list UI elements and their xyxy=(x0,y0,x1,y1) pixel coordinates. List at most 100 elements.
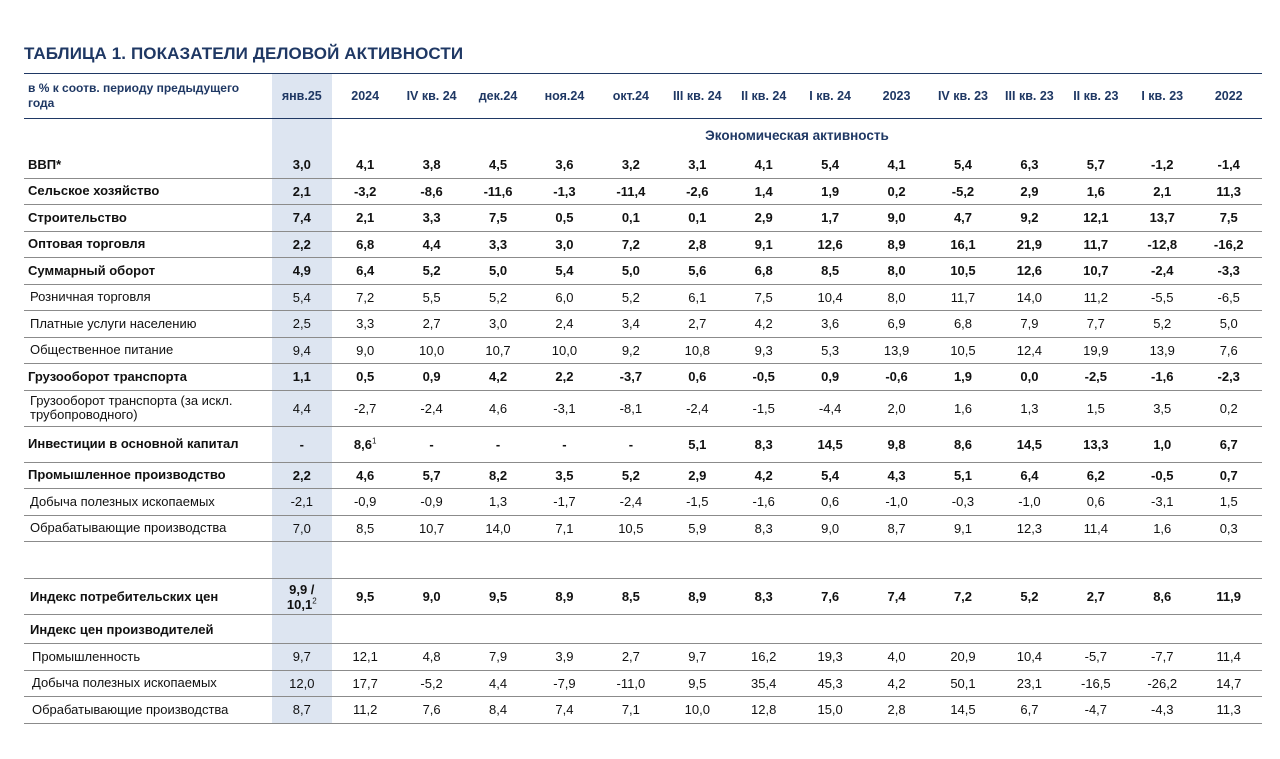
table-cell: 9,1 xyxy=(929,515,997,542)
table-cell: 10,8 xyxy=(664,337,731,364)
table-cell: 4,5 xyxy=(464,152,532,179)
table-cell: 12,6 xyxy=(996,257,1063,285)
row-label: Индекс потребительских цен xyxy=(24,578,272,615)
table-cell: 11,2 xyxy=(1062,284,1130,311)
table-cell: 50,1 xyxy=(929,670,997,697)
table-cell: -16,5 xyxy=(1062,670,1130,697)
table-cell: 14,0 xyxy=(996,284,1063,311)
table-cell: 17,7 xyxy=(331,670,399,697)
table-cell: -8,6 xyxy=(398,178,465,205)
table-row: Промышленное производство 2,2 4,6 5,7 8,2 3,5… xyxy=(24,462,1262,489)
table-cell: 14,5 xyxy=(796,426,864,463)
table-row: Добыча полезных ископаемых -2,1 -0,9 -0,9 1,… xyxy=(24,488,1262,516)
table-cell: -4,7 xyxy=(1062,696,1130,724)
table-cell: - xyxy=(271,426,332,463)
table-cell: 35,4 xyxy=(730,670,797,697)
table-cell: 9,3 xyxy=(730,337,797,364)
table-cell: 2,7 xyxy=(1062,578,1130,615)
table-cell: 7,6 xyxy=(1195,337,1262,364)
table-cell: -2,5 xyxy=(1062,363,1130,391)
spacer-cell xyxy=(597,541,665,579)
table-cell: 1,6 xyxy=(1129,515,1196,542)
table-cell: 9,5 xyxy=(664,670,731,697)
table-cell: 1,9 xyxy=(796,178,864,205)
header-units-label: в % к соотв. периоду предыдущего года xyxy=(24,73,272,119)
table-cell: 7,1 xyxy=(597,696,665,724)
table-cell: -5,5 xyxy=(1129,284,1196,311)
table-cell: -1,6 xyxy=(730,488,797,516)
column-header: дек.24 xyxy=(464,73,532,119)
table-cell: 9,5 xyxy=(464,578,532,615)
spacer-cell xyxy=(271,541,332,579)
table-cell: -1,7 xyxy=(531,488,598,516)
table-cell: 13,3 xyxy=(1062,426,1130,463)
row-label: Добыча полезных ископаемых xyxy=(24,488,272,516)
table-cell: 5,4 xyxy=(796,462,864,489)
table-row: Розничная торговля 5,4 7,2 5,5 5,2 6,0 5,2 6,1 7… xyxy=(24,284,1262,311)
table-cell: 14,5 xyxy=(929,696,997,724)
table-cell: 5,5 xyxy=(398,284,465,311)
table-cell: 7,6 xyxy=(796,578,864,615)
header-row: в % к соотв. периоду предыдущего года ян… xyxy=(24,73,1262,119)
table-cell: 10,5 xyxy=(929,337,997,364)
row-label: Инвестиции в основной капитал xyxy=(24,426,272,463)
table-cell: 0,9 xyxy=(796,363,864,391)
table-cell: 7,2 xyxy=(929,578,997,615)
table-cell: 3,0 xyxy=(271,152,332,179)
table-cell: 6,8 xyxy=(730,257,797,285)
table-cell: 2,9 xyxy=(664,462,731,489)
table-cell: 6,8 xyxy=(331,231,399,258)
table-cell: 3,3 xyxy=(464,231,532,258)
table-cell: 12,6 xyxy=(796,231,864,258)
spacer-cell xyxy=(664,541,731,579)
table-cell: 2,1 xyxy=(1129,178,1196,205)
table-cell: -3,3 xyxy=(1195,257,1262,285)
table-cell: - xyxy=(531,426,598,463)
table-cell: -3,7 xyxy=(597,363,665,391)
cpi-row: Индекс потребительских цен 9,9 /10,12 9,5 9… xyxy=(24,578,1262,615)
table-cell: -12,8 xyxy=(1129,231,1196,258)
table-cell: 8,7 xyxy=(863,515,930,542)
column-header: янв.25 xyxy=(271,73,332,119)
table-cell: -16,2 xyxy=(1195,231,1262,258)
table-cell: 5,2 xyxy=(398,257,465,285)
table-cell xyxy=(1195,614,1262,644)
spacer-row xyxy=(24,541,1262,579)
table-cell: 2,0 xyxy=(863,390,930,427)
table-cell: 5,4 xyxy=(531,257,598,285)
table-cell: 12,4 xyxy=(996,337,1063,364)
table-row: Платные услуги населению 2,5 3,3 2,7 3,0 2,4 3… xyxy=(24,310,1262,338)
table-cell: 6,2 xyxy=(1062,462,1130,489)
table-cell xyxy=(1129,614,1196,644)
table-cell: 12,8 xyxy=(730,696,797,724)
table-cell: 10,7 xyxy=(1062,257,1130,285)
table-cell: 1,3 xyxy=(996,390,1063,427)
table-cell: 8,61 xyxy=(331,426,399,463)
table-cell: 6,7 xyxy=(1195,426,1262,463)
table-cell: 11,7 xyxy=(1062,231,1130,258)
table-cell: 0,3 xyxy=(1195,515,1262,542)
column-header: III кв. 24 xyxy=(664,73,731,119)
table-cell: 7,9 xyxy=(464,643,532,671)
row-label: Добыча полезных ископаемых xyxy=(24,670,272,697)
table-cell: 3,6 xyxy=(796,310,864,338)
table-cell: 9,5 xyxy=(331,578,399,615)
table-cell: 3,8 xyxy=(398,152,465,179)
table-cell: 9,2 xyxy=(597,337,665,364)
table-row: Инвестиции в основной капитал -8,61- - - -5,… xyxy=(24,426,1262,463)
row-label: Платные услуги населению xyxy=(24,310,272,338)
table-cell: 7,2 xyxy=(597,231,665,258)
table-cell: 8,4 xyxy=(464,696,532,724)
table-cell: -11,4 xyxy=(597,178,665,205)
table-cell: 5,1 xyxy=(929,462,997,489)
table-cell: 8,5 xyxy=(796,257,864,285)
table-cell: -7,9 xyxy=(531,670,598,697)
table-cell: 3,0 xyxy=(531,231,598,258)
table-cell: 7,6 xyxy=(398,696,465,724)
row-label: Сельское хозяйство xyxy=(24,178,272,205)
table-cell: 3,2 xyxy=(597,152,665,179)
table-cell: 7,4 xyxy=(863,578,930,615)
table-cell: 3,0 xyxy=(464,310,532,338)
table-cell: 7,7 xyxy=(1062,310,1130,338)
table-cell: 11,2 xyxy=(331,696,399,724)
